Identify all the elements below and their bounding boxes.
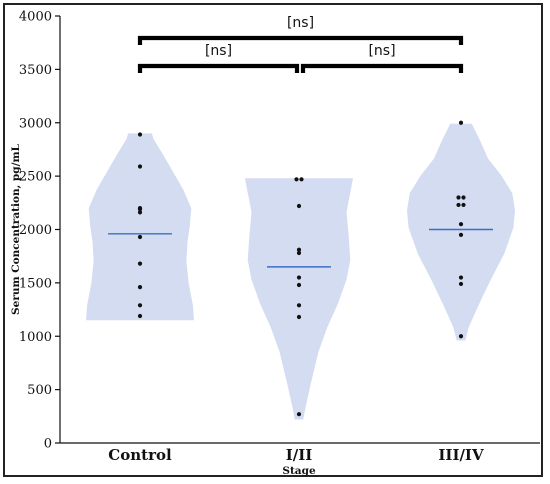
- y-tick-label: 3500: [19, 63, 52, 78]
- data-point: [296, 303, 302, 308]
- data-point: [296, 247, 302, 252]
- significance-label: [ns]: [287, 15, 314, 31]
- y-tick-label: 4000: [19, 10, 52, 25]
- data-point: [458, 232, 464, 237]
- data-point: [458, 281, 464, 287]
- points-layer: [137, 120, 466, 417]
- data-point: [456, 195, 461, 200]
- data-point: [458, 275, 464, 280]
- data-point: [137, 207, 143, 212]
- data-point: [458, 334, 464, 339]
- x-category-label: Control: [108, 446, 172, 464]
- data-point: [296, 282, 302, 288]
- y-tick-label: 1500: [19, 276, 52, 291]
- y-ticks: 0 500 1000 1500 2000 2500 3000 3500 4000: [19, 10, 60, 452]
- violins-layer: [86, 123, 515, 420]
- data-point: [299, 177, 304, 182]
- y-tick-label: 2500: [19, 170, 52, 185]
- data-point: [461, 202, 466, 208]
- data-point: [294, 177, 299, 182]
- violin-iii-iv: [407, 123, 515, 341]
- significance-brackets: [ns] [ns] [ns]: [137, 15, 464, 73]
- x-category-labels: Control I/II III/IV: [108, 446, 484, 464]
- data-point: [296, 275, 302, 280]
- y-tick-label: 500: [27, 383, 52, 398]
- data-point: [137, 303, 143, 308]
- x-category-label: I/II: [286, 446, 313, 464]
- significance-label: [ns]: [205, 43, 232, 59]
- x-category-label: III/IV: [438, 446, 484, 464]
- violin-control: [86, 133, 194, 321]
- significance-bracket: [137, 63, 300, 73]
- y-tick-label: 1000: [19, 330, 52, 345]
- data-point: [458, 222, 464, 227]
- data-point: [456, 202, 461, 208]
- data-point: [296, 250, 302, 256]
- data-point: [137, 313, 143, 319]
- data-point: [137, 132, 143, 137]
- data-point: [137, 210, 143, 215]
- data-point: [137, 285, 143, 290]
- significance-bracket: [300, 63, 464, 73]
- violin-i-ii: [245, 178, 353, 420]
- medians-layer: [108, 228, 493, 268]
- data-point: [137, 261, 143, 266]
- significance-bracket: [137, 35, 464, 45]
- y-tick-label: 3000: [19, 116, 52, 131]
- significance-label: [ns]: [368, 43, 395, 59]
- data-point: [296, 314, 302, 320]
- y-axis-title: Serum Concentration, pg/mL: [10, 143, 22, 314]
- data-point: [137, 164, 143, 169]
- data-point: [458, 120, 464, 125]
- y-tick-label: 0: [44, 437, 52, 452]
- data-point: [461, 195, 466, 200]
- x-axis-title: Stage: [282, 465, 316, 477]
- y-tick-label: 2000: [19, 223, 52, 238]
- data-point: [296, 203, 302, 209]
- data-point: [137, 234, 143, 240]
- data-point: [296, 412, 302, 417]
